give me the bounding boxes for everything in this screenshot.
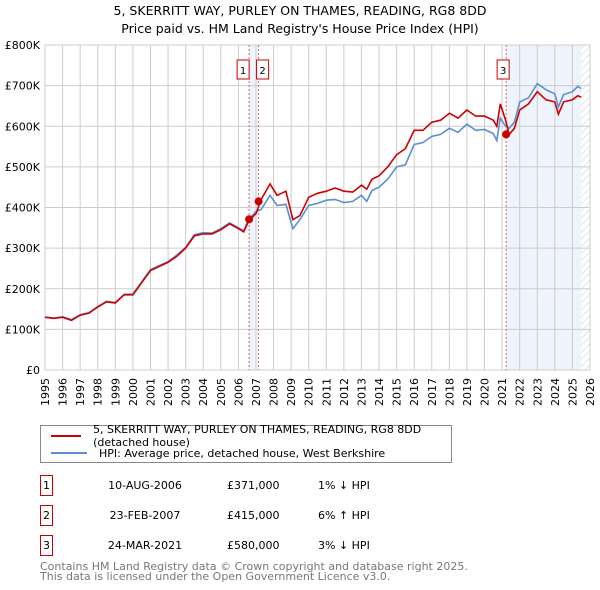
x-tick-label: 1998	[92, 378, 105, 406]
x-tick-label: 2009	[285, 378, 298, 406]
x-tick-label: 2004	[197, 378, 210, 406]
x-tick-label: 2011	[320, 378, 333, 406]
x-tick-label: 2025	[566, 378, 579, 406]
plot-border	[44, 44, 591, 371]
sale-label-box	[256, 59, 270, 80]
y-tick-label: £500K	[5, 161, 41, 174]
x-tick-label: 2024	[549, 378, 562, 406]
sale-row: 3 24-MAR-2021 £580,000 3% ↓ HPI	[40, 535, 440, 556]
sale-point	[502, 130, 511, 139]
sale-price: £415,000	[227, 509, 280, 522]
sale-date: 23-FEB-2007	[109, 509, 181, 522]
x-tick-label: 2026	[584, 378, 597, 406]
x-tick-label: 2010	[303, 378, 316, 406]
legend-swatch-red	[51, 435, 82, 437]
x-tick-label: 2005	[215, 378, 228, 406]
x-tick-label: 2006	[232, 378, 245, 406]
y-tick-label: £700K	[5, 80, 41, 93]
x-tick-label: 1996	[57, 378, 70, 406]
legend-swatch-blue	[51, 452, 87, 454]
sale-hpi: 6% ↑ HPI	[318, 509, 370, 522]
x-tick-label: 2003	[180, 378, 193, 406]
hpi-line	[44, 82, 582, 321]
x-tick-label: 2018	[443, 378, 456, 406]
sale-row: 2 23-FEB-2007 £415,000 6% ↑ HPI	[40, 505, 440, 526]
sale-hpi: 3% ↓ HPI	[318, 539, 370, 552]
legend-item-hpi: HPI: Average price, detached house, West…	[51, 445, 385, 461]
legend-label: 5, SKERRITT WAY, PURLEY ON THAMES, READI…	[93, 423, 422, 449]
legend-label: HPI: Average price, detached house, West…	[99, 446, 386, 460]
x-tick-label: 2023	[531, 378, 544, 406]
sale-label: 3	[500, 66, 506, 77]
chart-title: 5, SKERRITT WAY, PURLEY ON THAMES, READI…	[113, 3, 487, 18]
y-tick-label: £200K	[5, 283, 41, 296]
x-tick-label: 1999	[109, 378, 122, 406]
sale-date: 10-AUG-2006	[108, 479, 182, 492]
x-tick-label: 2021	[496, 378, 509, 406]
x-tick-label: 2008	[268, 378, 281, 406]
x-tick-label: 2014	[373, 378, 386, 406]
y-tick-label: £100K	[5, 323, 41, 336]
price-chart: 1995 1996 1997 1998 1999 2000 2001 2002 2003 2004…	[5, 39, 597, 406]
sale-number: 3	[40, 535, 53, 556]
x-tick-label: 2015	[391, 378, 404, 406]
x-tick-label: 2002	[162, 378, 175, 406]
x-tick-label: 2012	[338, 378, 351, 406]
footer-licence: This data is licensed under the Open Gov…	[40, 570, 391, 583]
chart-subtitle: Price paid vs. HM Land Registry's House …	[121, 21, 479, 36]
x-tick-label: 2000	[127, 378, 140, 406]
x-tick-label: 2020	[479, 378, 492, 406]
sale-point	[245, 215, 254, 224]
sale-number: 1	[40, 475, 53, 496]
legend-item-property: 5, SKERRITT WAY, PURLEY ON THAMES, READI…	[51, 423, 451, 449]
sale-row: 1 10-AUG-2006 £371,000 1% ↓ HPI	[40, 475, 440, 496]
sale-date: 24-MAR-2021	[107, 539, 183, 552]
sale-label: 1	[240, 66, 246, 77]
x-tick-label: 2017	[426, 378, 439, 406]
y-tick-label: £0	[26, 364, 40, 377]
x-tick-label: 1995	[39, 378, 52, 406]
x-tick-label: 2001	[144, 378, 157, 406]
sale-point	[254, 197, 263, 206]
y-tick-label: £400K	[5, 202, 41, 215]
x-tick-label: 2019	[461, 378, 474, 406]
sale-price: £580,000	[227, 539, 280, 552]
sale-label-box	[236, 59, 250, 80]
sale-hpi: 1% ↓ HPI	[318, 479, 370, 492]
x-tick-label: 2013	[355, 378, 368, 406]
y-tick-label: £600K	[5, 120, 41, 133]
x-tick-label: 1997	[74, 378, 87, 406]
y-tick-label: £800K	[5, 39, 41, 52]
footer-copyright: Contains HM Land Registry data © Crown c…	[40, 560, 468, 573]
property-price-line	[44, 90, 582, 322]
sale-label: 2	[259, 66, 265, 77]
y-tick-label: £300K	[5, 242, 41, 255]
x-tick-label: 2022	[514, 378, 527, 406]
sale-label-box	[496, 59, 510, 80]
sale-price: £371,000	[227, 479, 280, 492]
x-tick-label: 2016	[408, 378, 421, 406]
legend: 5, SKERRITT WAY, PURLEY ON THAMES, READI…	[40, 423, 452, 463]
sale-number: 2	[40, 505, 53, 526]
x-tick-label: 2007	[250, 378, 263, 406]
